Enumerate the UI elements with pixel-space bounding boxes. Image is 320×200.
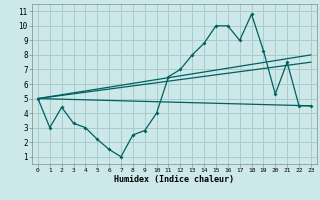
- X-axis label: Humidex (Indice chaleur): Humidex (Indice chaleur): [115, 175, 234, 184]
